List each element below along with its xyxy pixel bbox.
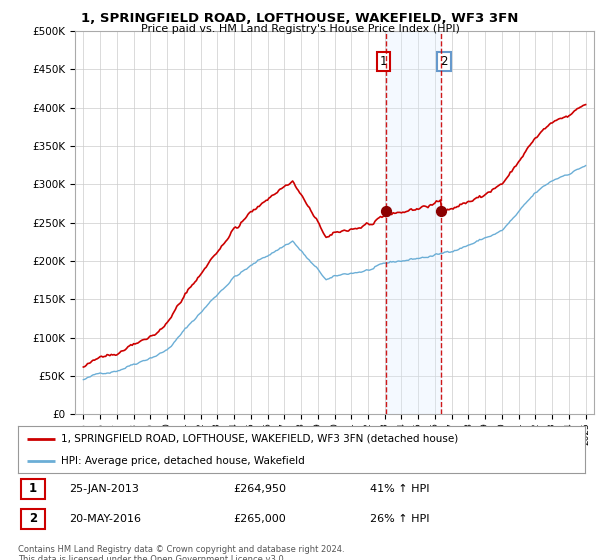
Text: 26% ↑ HPI: 26% ↑ HPI — [370, 514, 429, 524]
Bar — [21, 508, 44, 529]
Point — [381, 207, 391, 216]
Text: 41% ↑ HPI: 41% ↑ HPI — [370, 484, 429, 493]
Text: 1: 1 — [29, 482, 37, 495]
Bar — [21, 479, 44, 498]
Text: Price paid vs. HM Land Registry's House Price Index (HPI): Price paid vs. HM Land Registry's House … — [140, 24, 460, 34]
Text: £264,950: £264,950 — [233, 484, 286, 493]
Text: 1, SPRINGFIELD ROAD, LOFTHOUSE, WAKEFIELD, WF3 3FN (detached house): 1, SPRINGFIELD ROAD, LOFTHOUSE, WAKEFIEL… — [61, 434, 458, 444]
Text: 1: 1 — [380, 55, 387, 68]
Text: HPI: Average price, detached house, Wakefield: HPI: Average price, detached house, Wake… — [61, 456, 304, 466]
Text: 2: 2 — [440, 55, 448, 68]
Text: Contains HM Land Registry data © Crown copyright and database right 2024.
This d: Contains HM Land Registry data © Crown c… — [18, 545, 344, 560]
Text: 2: 2 — [29, 512, 37, 525]
Text: 1, SPRINGFIELD ROAD, LOFTHOUSE, WAKEFIELD, WF3 3FN: 1, SPRINGFIELD ROAD, LOFTHOUSE, WAKEFIEL… — [82, 12, 518, 25]
Text: 20-MAY-2016: 20-MAY-2016 — [69, 514, 141, 524]
Text: £265,000: £265,000 — [233, 514, 286, 524]
Text: 25-JAN-2013: 25-JAN-2013 — [69, 484, 139, 493]
Bar — [386, 31, 442, 414]
Point — [437, 207, 446, 216]
